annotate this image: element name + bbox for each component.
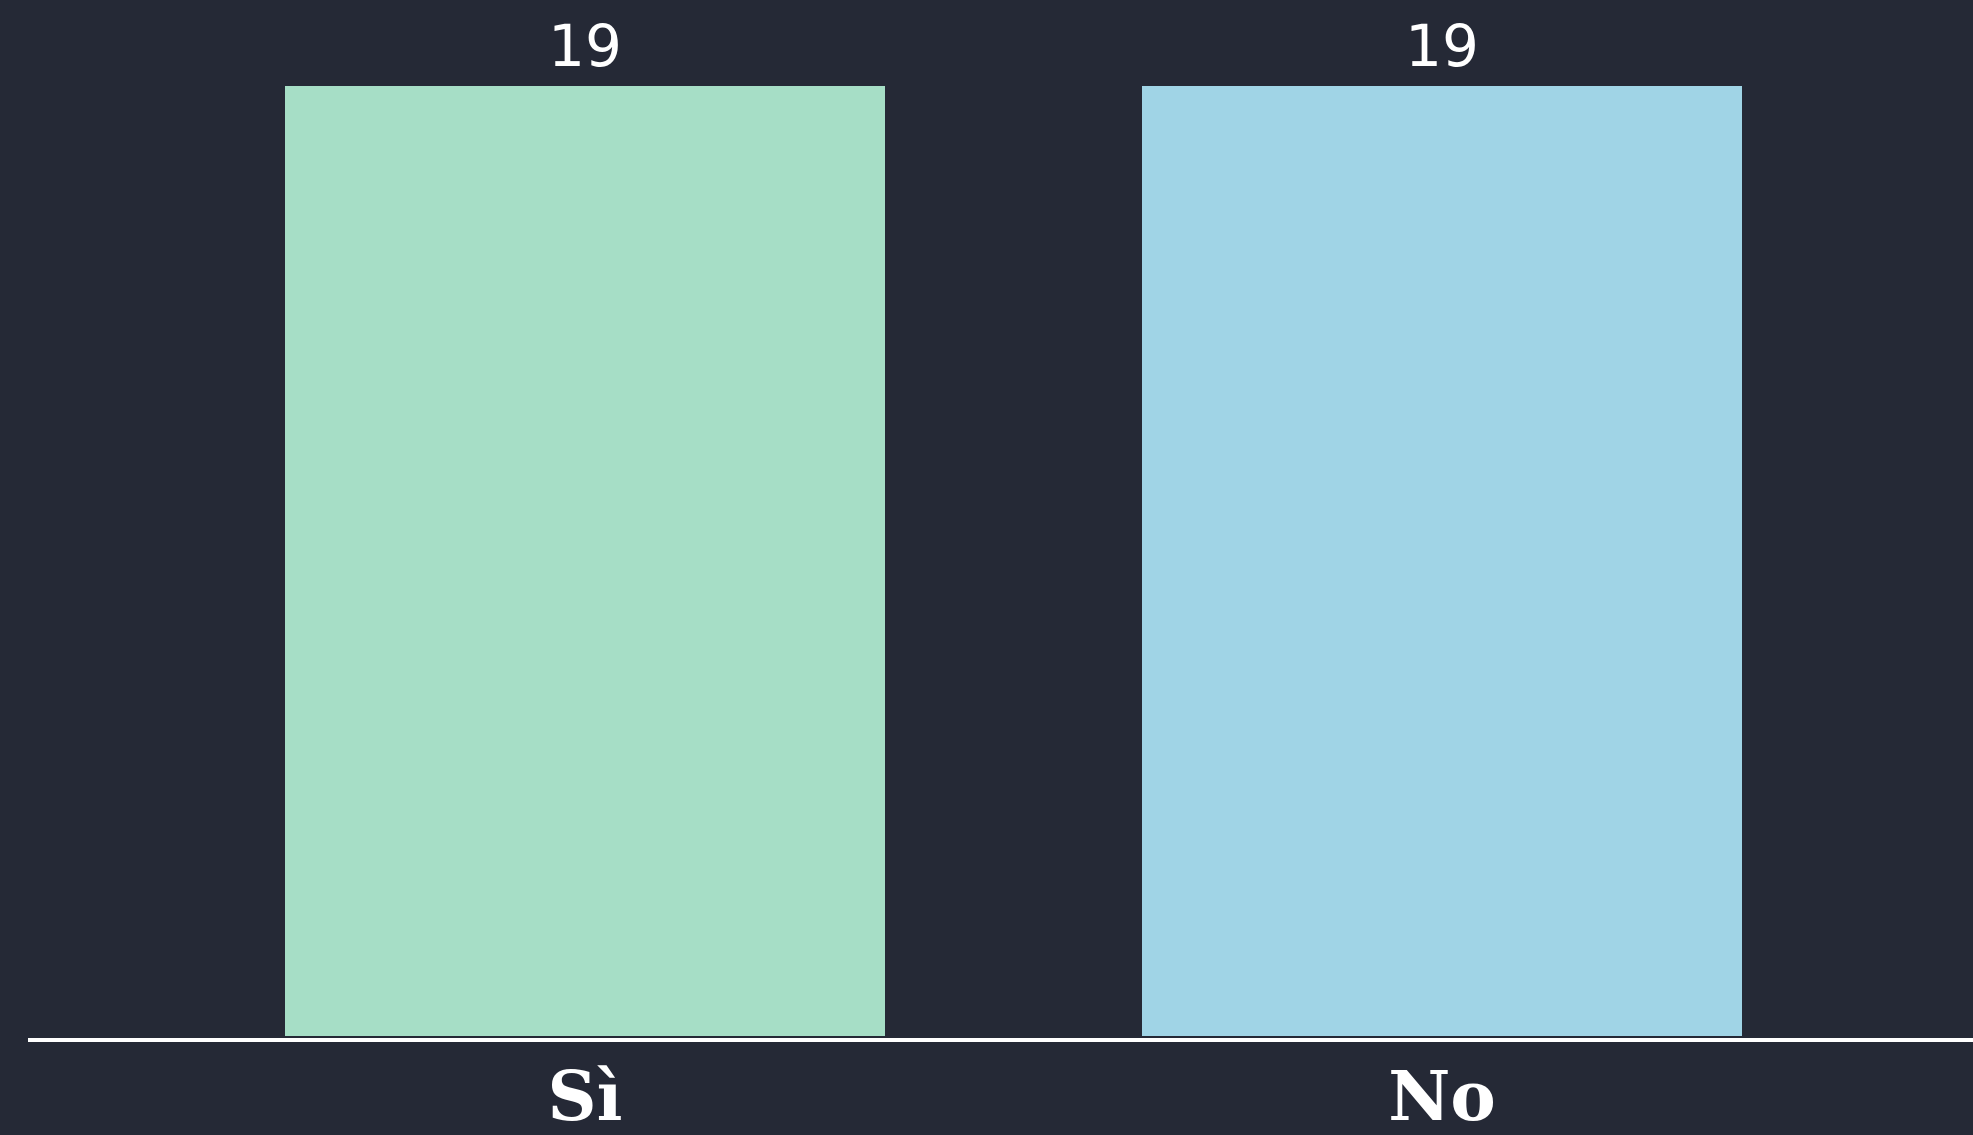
category-label-si: Sì [548, 1057, 623, 1135]
value-label-si: 19 [548, 12, 622, 80]
value-labels-group: 19 19 [548, 12, 1479, 80]
bar-no [1142, 86, 1742, 1036]
bar-si [285, 86, 885, 1036]
value-label-no: 19 [1405, 12, 1479, 80]
category-labels-group: Sì No [548, 1057, 1496, 1135]
category-label-no: No [1388, 1057, 1496, 1135]
bars-group [285, 86, 1742, 1036]
